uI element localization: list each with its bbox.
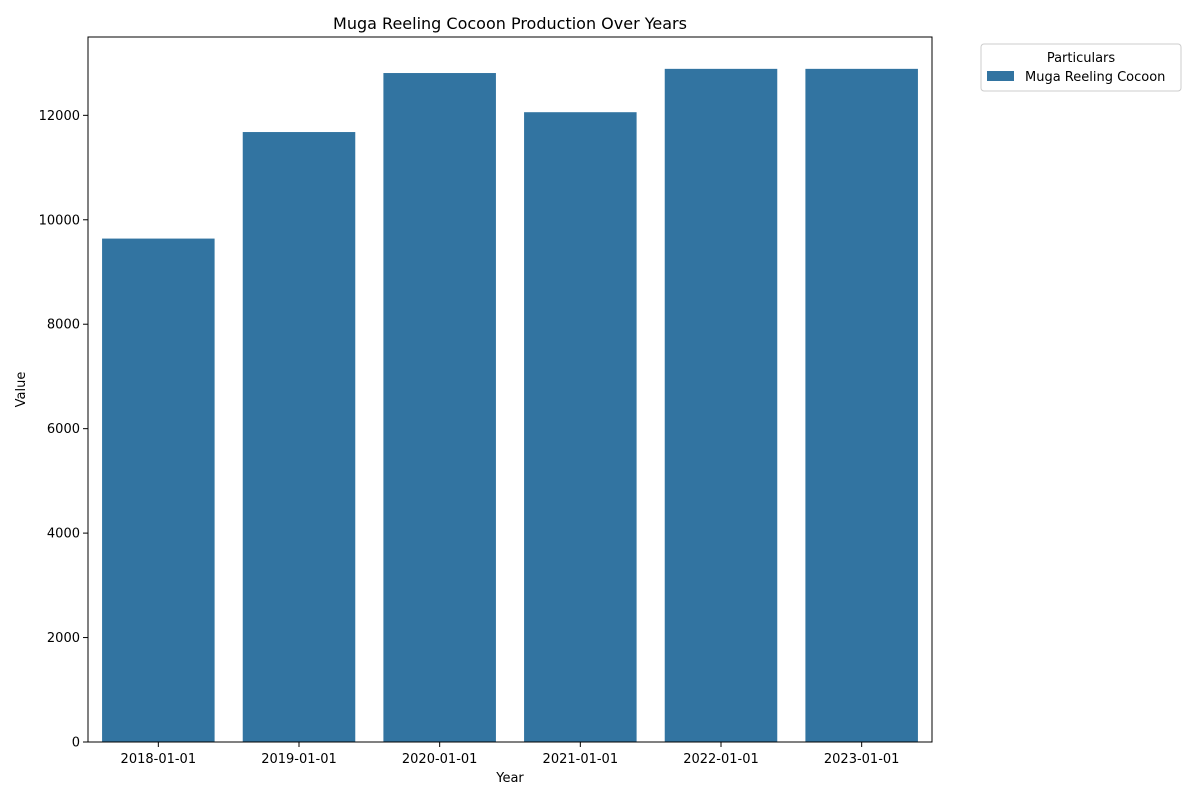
chart-title: Muga Reeling Cocoon Production Over Year… (333, 14, 687, 33)
plot-area (87, 36, 933, 743)
x-tick-label: 2019-01-01 (261, 752, 337, 767)
y-tick-label: 6000 (47, 422, 80, 437)
y-tick-label: 12000 (39, 109, 80, 124)
y-tick-label: 2000 (47, 631, 80, 646)
y-axis: 0 2000 4000 6000 8000 10000 12000 (39, 109, 88, 751)
y-tick-label: 0 (72, 736, 80, 751)
y-tick-label: 10000 (39, 213, 80, 228)
x-axis: 2018-01-01 2019-01-01 2020-01-01 2021-01-01… (121, 742, 900, 767)
bar (102, 238, 215, 743)
legend: Particulars Muga Reeling Cocoon (980, 43, 1182, 92)
bar (383, 73, 496, 743)
bar (664, 68, 778, 743)
plot-frame (87, 36, 933, 743)
legend-swatch (987, 71, 1014, 81)
x-tick-label: 2018-01-01 (121, 752, 197, 767)
bar (524, 112, 637, 742)
y-tick-label: 4000 (47, 527, 80, 542)
bar (805, 68, 918, 743)
legend-title: Particulars (1047, 51, 1116, 66)
x-tick-label: 2023-01-01 (824, 752, 900, 767)
legend-entry-label: Muga Reeling Cocoon (1025, 70, 1165, 85)
bar (242, 132, 356, 743)
x-tick-label: 2020-01-01 (402, 752, 478, 767)
y-tick-label: 8000 (47, 318, 80, 333)
x-tick-label: 2021-01-01 (543, 752, 619, 767)
legend-box (980, 43, 1182, 92)
legend-items: Muga Reeling Cocoon (987, 70, 1165, 85)
x-tick-label: 2022-01-01 (683, 752, 759, 767)
y-axis-label: Value (14, 372, 29, 408)
x-axis-label: Year (495, 771, 524, 786)
